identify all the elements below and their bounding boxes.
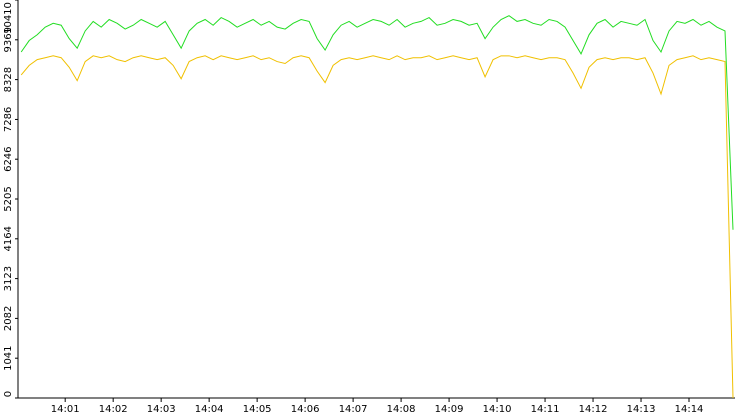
- y-tick-label: 3123: [3, 266, 14, 291]
- x-tick-label: 14:08: [387, 404, 416, 415]
- y-tick-label: 6246: [3, 146, 14, 171]
- x-tick-label: 14:13: [627, 404, 656, 415]
- y-tick-label: 7286: [3, 107, 14, 132]
- x-tick-label: 14:14: [675, 404, 704, 415]
- y-tick-label: 2082: [3, 306, 14, 331]
- x-tick-label: 14:05: [243, 404, 272, 415]
- x-tick-label: 14:04: [195, 404, 224, 415]
- y-tick-label: 0: [3, 391, 14, 397]
- x-tick-label: 14:07: [339, 404, 368, 415]
- series-line: [20, 55, 734, 399]
- y-tick-label: 4164: [3, 226, 14, 251]
- y-tick-label: 1041: [3, 345, 14, 370]
- x-tick-label: 14:10: [483, 404, 512, 415]
- x-tick-label: 14:12: [579, 404, 608, 415]
- y-tick-label: 9369: [3, 27, 14, 52]
- y-tick-label: 10410: [3, 2, 14, 34]
- series-line: [20, 15, 734, 230]
- x-tick-label: 14:11: [531, 404, 560, 415]
- x-tick-label: 14:02: [99, 404, 128, 415]
- x-tick-label: 14:03: [147, 404, 176, 415]
- y-tick-label: 8328: [3, 67, 14, 92]
- y-tick-label: 5205: [3, 186, 14, 211]
- x-tick-label: 14:06: [291, 404, 320, 415]
- x-tick-label: 14:01: [51, 404, 80, 415]
- x-tick-label: 14:09: [435, 404, 464, 415]
